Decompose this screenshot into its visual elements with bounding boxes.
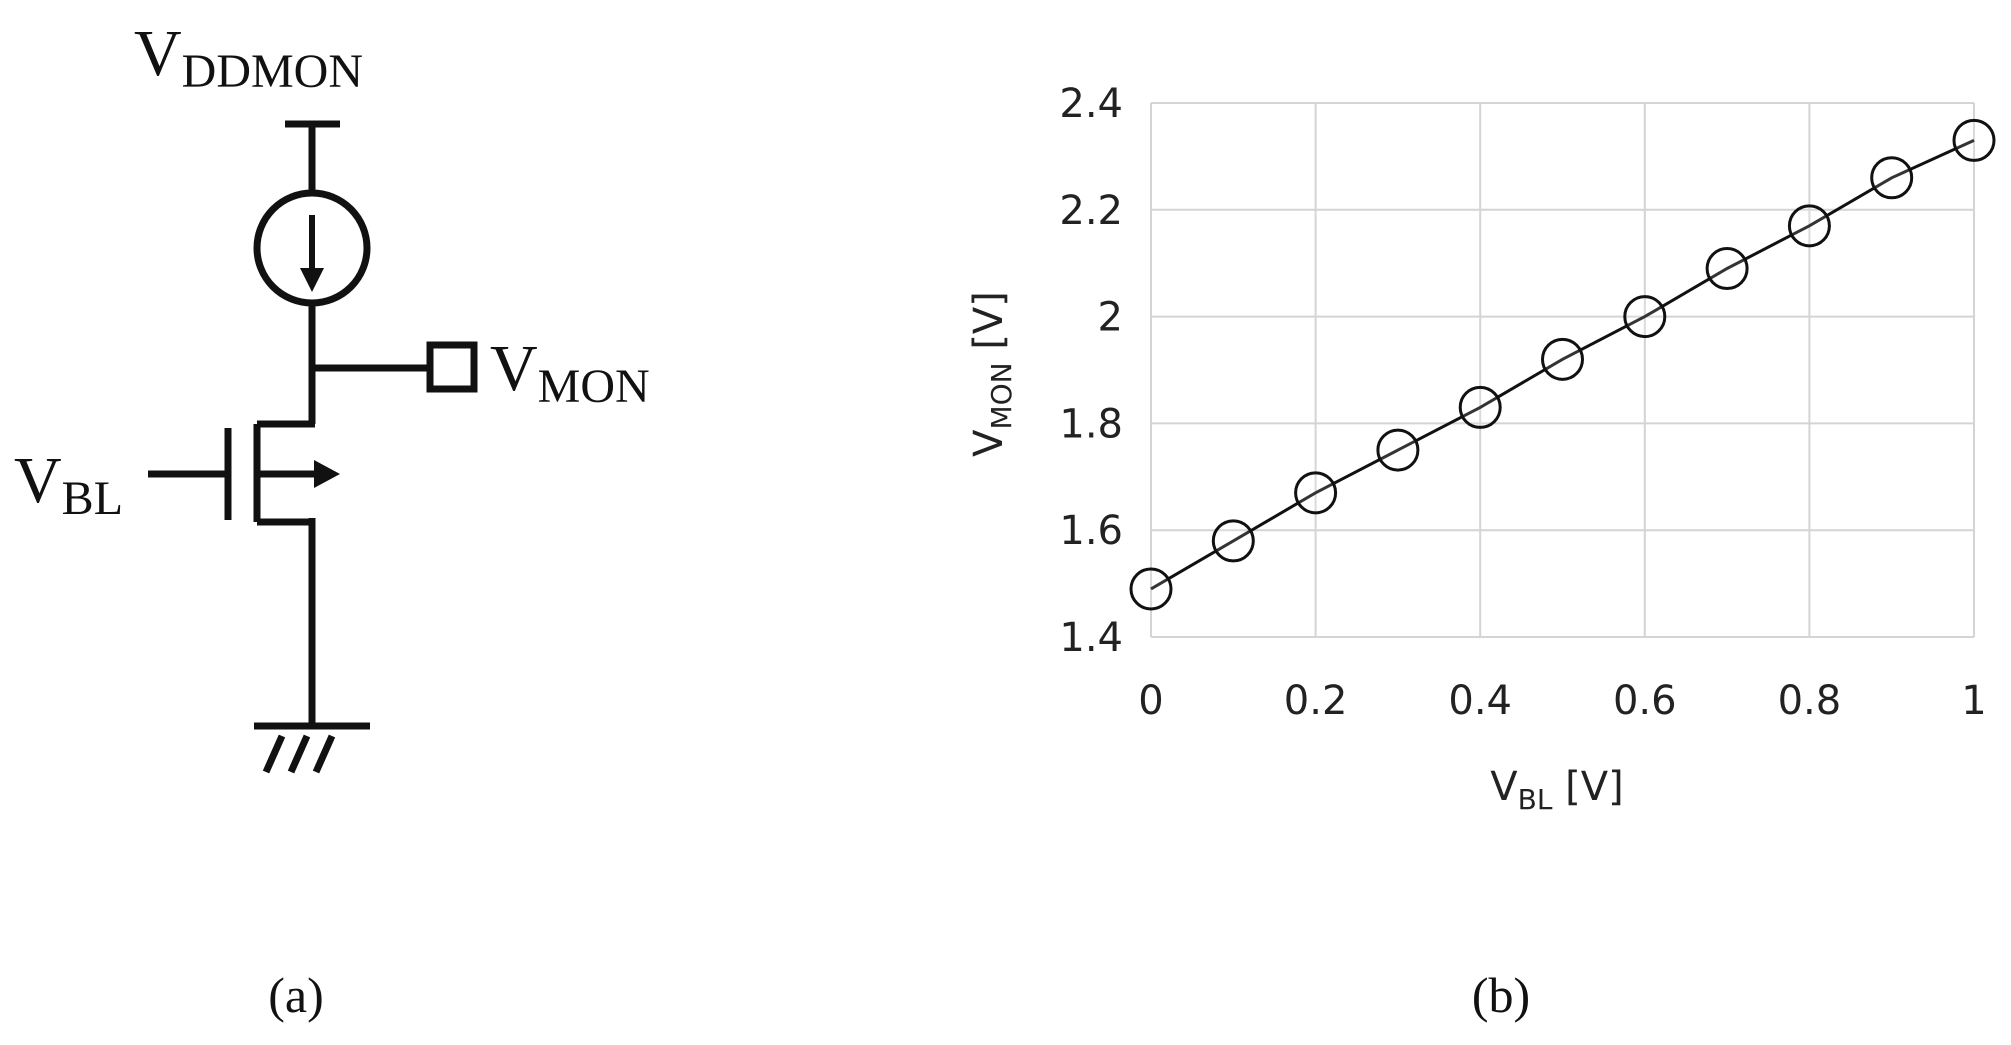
tick-layer: 0 0.2 0.4 0.6 0.8 1 1.4 1.6 1.8 2 2.2 2.4 <box>1059 81 1986 724</box>
y-tick-label: 1.8 <box>1059 401 1123 447</box>
ground-icon <box>254 722 370 774</box>
output-terminal-icon <box>426 341 478 393</box>
output-label: VMON <box>490 332 650 413</box>
y-tick-label: 1.4 <box>1059 615 1123 661</box>
chart: 0 0.2 0.4 0.6 0.8 11.41.61.822.22.4 VMON [V] … <box>966 81 1996 1023</box>
x-tick-label: 1 <box>1961 678 1986 724</box>
data-point <box>1294 471 1338 515</box>
data-point <box>1211 519 1255 563</box>
x-tick-label: 0.2 <box>1284 678 1348 724</box>
data-point <box>1870 156 1914 200</box>
x-tick-label: 0.6 <box>1613 678 1677 724</box>
nmos-transistor-icon <box>148 420 340 526</box>
data-point <box>1787 204 1831 248</box>
x-axis-label: VBL [V] <box>1490 764 1623 816</box>
gate-label: VBL <box>14 444 123 525</box>
y-tick-label: 2.2 <box>1059 188 1123 234</box>
caption-b: (b) <box>1472 967 1530 1023</box>
y-tick-label: 1.6 <box>1059 508 1123 554</box>
x-tick-label: 0 <box>1138 678 1163 724</box>
supply-label: VDDMON <box>134 17 363 98</box>
y-axis-label: VMON [V] <box>966 291 1018 457</box>
x-tick-label: 0.8 <box>1778 678 1842 724</box>
grid-layer <box>1150 102 1975 638</box>
x-tick-label: 0.4 <box>1448 678 1512 724</box>
current-source-icon <box>253 189 371 307</box>
data-point <box>1129 567 1173 611</box>
data-point <box>1541 337 1584 381</box>
data-point <box>1623 295 1667 339</box>
y-tick-label: 2 <box>1098 295 1123 341</box>
data-point <box>1952 118 1996 162</box>
caption-a: (a) <box>268 967 324 1023</box>
schematic: VDDMON VMON VBL <box>14 17 650 1023</box>
y-tick-label: 2.4 <box>1059 81 1123 127</box>
data-point <box>1705 247 1749 291</box>
data-point <box>1376 428 1420 472</box>
data-point <box>1458 385 1502 429</box>
series-layer <box>1129 118 1996 611</box>
series-line <box>1150 139 1975 591</box>
